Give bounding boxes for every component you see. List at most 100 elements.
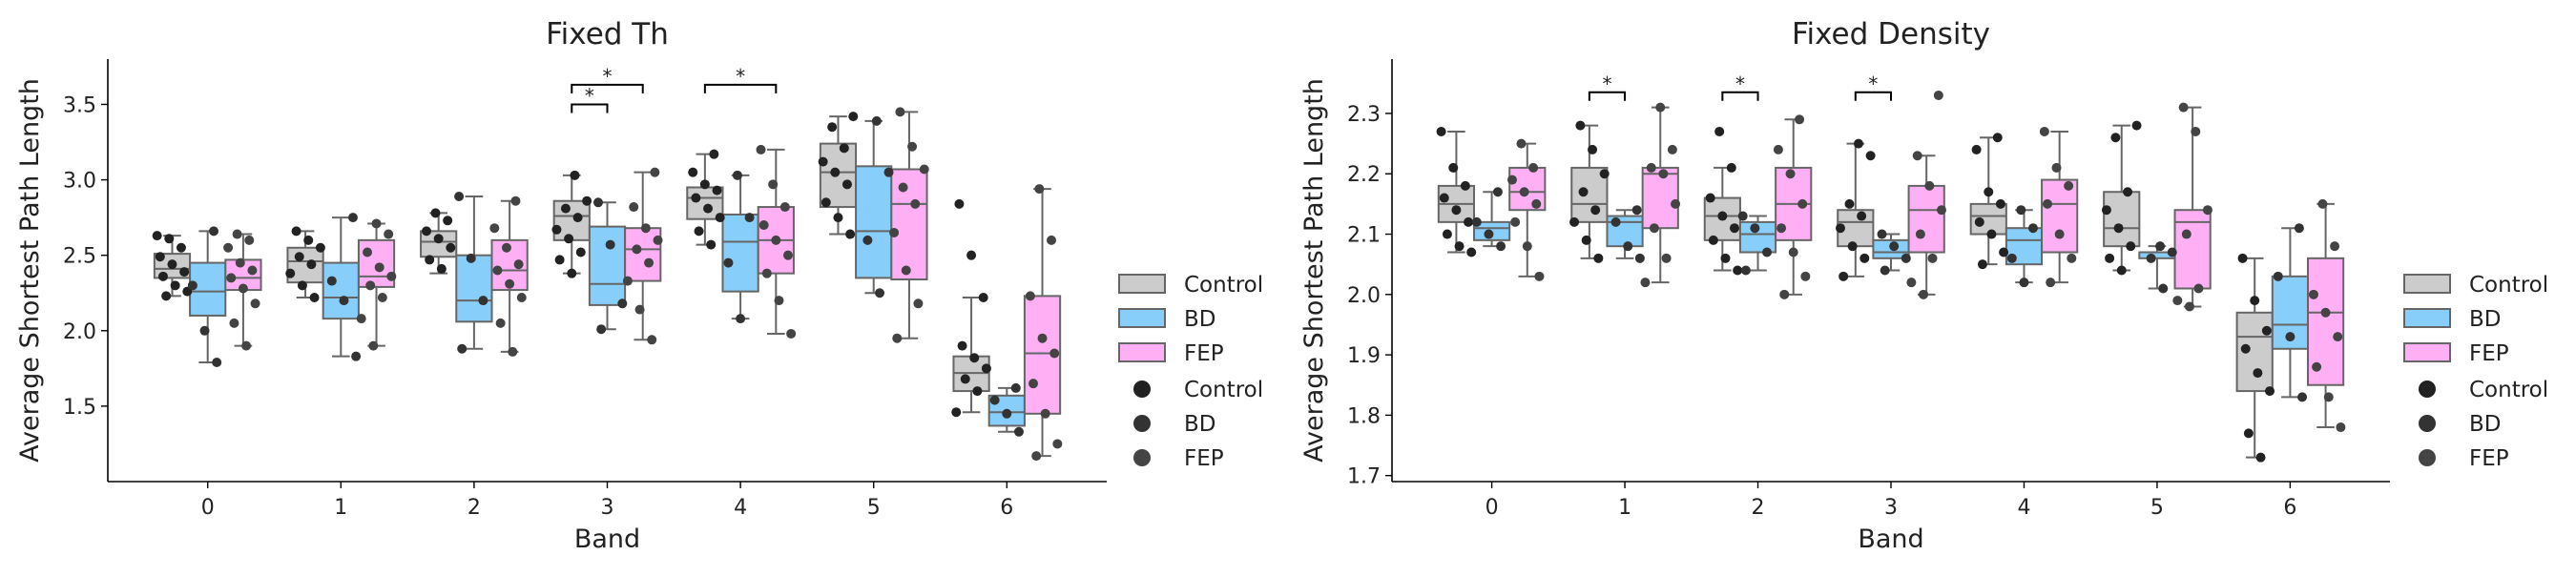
point-control (2237, 253, 2248, 263)
y-tick-label: 3.0 (63, 170, 96, 194)
legend-dot-control (2419, 381, 2436, 398)
point-fep (2333, 332, 2343, 342)
point-bd (2019, 278, 2029, 288)
point-fep (2181, 229, 2192, 239)
significance-star: * (585, 84, 594, 107)
point-fep (1655, 102, 1666, 113)
point-fep (910, 198, 921, 209)
point-fep (919, 164, 929, 175)
y-tick-label: 1.9 (1347, 344, 1381, 368)
point-fep (2336, 422, 2346, 433)
chart-title: Fixed Density (1792, 17, 1990, 51)
point-bd (1631, 205, 1642, 216)
point-bd (347, 213, 358, 223)
box-control (1570, 166, 1609, 223)
point-fep (761, 268, 772, 278)
legend-swatch-control (2403, 274, 2451, 294)
point-fep (913, 298, 924, 309)
point-fep (2046, 278, 2056, 288)
point-bd (1889, 241, 1900, 252)
point-control (2243, 428, 2254, 439)
point-fep (1936, 205, 1946, 216)
point-fep (1052, 439, 1063, 449)
point-fep (1522, 241, 1532, 252)
point-control (1974, 216, 1984, 227)
point-fep (1912, 151, 1922, 161)
panel-2: 1.7 1.8 1.9 2.0 2.1 2.2 2.3 0 1 2 3 4 5 6 Fixed Densit… (1299, 17, 2548, 554)
x-tick-label: 4 (734, 496, 747, 520)
point-control (155, 252, 165, 262)
point-fep (647, 335, 657, 345)
point-bd (2167, 247, 2177, 257)
point-bd (454, 191, 465, 201)
point-fep (1919, 289, 1929, 299)
point-control (309, 292, 320, 302)
point-fep (768, 179, 779, 190)
y-tick-label: 2.5 (63, 245, 96, 269)
chart-title: Fixed Th (546, 17, 669, 51)
point-fep (1510, 216, 1521, 227)
point-bd (187, 280, 197, 291)
point-bd (596, 324, 607, 335)
point-fep (356, 314, 366, 324)
point-control (176, 242, 186, 253)
point-bd (883, 167, 894, 177)
point-control (1578, 187, 1589, 197)
point-bd (326, 276, 337, 286)
point-control (2261, 325, 2272, 336)
point-fep (1506, 175, 1517, 185)
legend-swatch-control (1118, 274, 1166, 294)
point-fep (1031, 451, 1042, 462)
point-control (1705, 193, 1715, 203)
point-fep (1519, 187, 1529, 197)
point-fep (2184, 301, 2194, 312)
point-control (1859, 253, 1870, 263)
point-fep (632, 244, 642, 255)
legend-label: FEP (1184, 446, 1224, 471)
point-bd (1737, 211, 1748, 221)
point-bd (1492, 187, 1503, 197)
x-tick-label: 4 (2017, 496, 2030, 520)
point-control (1836, 223, 1846, 234)
point-fep (895, 107, 905, 117)
y-axis-label: Average Shortest Path Length (1299, 78, 1329, 463)
box-bd (855, 165, 893, 279)
point-control (297, 280, 307, 291)
point-control (303, 235, 314, 245)
point-fep (1646, 162, 1656, 173)
legend-label: Control (1184, 378, 1263, 402)
point-control (161, 291, 172, 301)
x-tick-label: 5 (2150, 496, 2164, 520)
point-fep (1534, 271, 1545, 281)
point-fep (1800, 271, 1811, 281)
box-bd (2005, 227, 2044, 266)
legend-swatch-bd (1118, 308, 1166, 328)
point-fep (1671, 198, 1681, 209)
point-fep (1776, 223, 1787, 234)
point-fep (510, 195, 521, 206)
point-bd (2146, 253, 2156, 263)
point-control (845, 229, 856, 239)
point-bd (2016, 205, 2026, 216)
point-control (2250, 296, 2260, 306)
point-control (688, 167, 698, 177)
point-control (2131, 120, 2142, 131)
point-fep (779, 202, 790, 213)
point-control (821, 197, 831, 208)
point-control (2105, 253, 2115, 263)
point-control (1720, 253, 1731, 263)
point-control (1992, 133, 2003, 143)
point-control (551, 224, 562, 235)
point-control (966, 250, 977, 260)
point-control (575, 247, 586, 257)
point-fep (516, 292, 527, 302)
box-control (2103, 191, 2141, 248)
point-control (848, 112, 859, 122)
point-bd (1634, 253, 1645, 263)
point-control (291, 226, 301, 237)
box-fep (1641, 166, 1679, 230)
point-control (1599, 169, 1610, 179)
legend-label: Control (2469, 273, 2548, 298)
point-fep (368, 340, 379, 351)
point-fep (2202, 205, 2212, 216)
